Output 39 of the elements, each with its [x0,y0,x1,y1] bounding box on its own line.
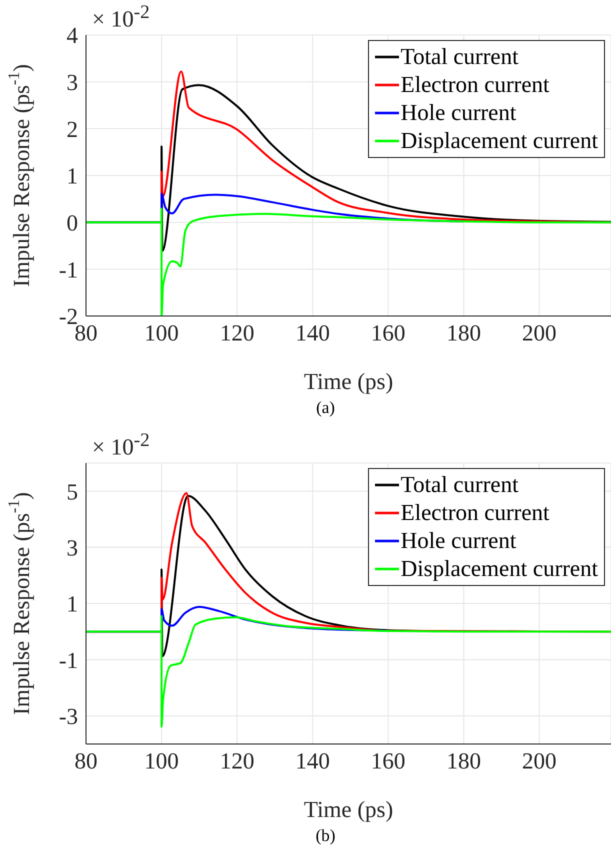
x-tick-label: 200 [522,320,556,346]
y-tick-label: -1 [58,257,78,282]
text: × 10$^{-2}$ [92,430,150,461]
text: (a) [315,398,336,418]
y-tick-label: 4 [66,23,78,48]
y-tick-label: 0 [66,210,78,236]
y-tick-label: 1 [66,164,78,189]
x-axis-title: Time (ps) [304,797,394,822]
x-tick-label: 180 [446,320,481,346]
y-tick-label: 3 [66,535,78,560]
x-tick-label: 200 [522,748,556,774]
x-tick-label: 120 [220,748,254,774]
x-tick-label: 120 [220,320,254,346]
y-tick-label: -1 [58,648,78,673]
text: × 10$^{-2}$ [92,2,150,33]
y-tick-label: 2 [66,116,78,142]
legend-label: Displacement current [400,127,598,155]
legend-label: Hole current [400,527,516,555]
legend-label: Total current [400,471,518,499]
y-tick-label: 5 [66,479,78,504]
y-tick-label: -3 [58,704,78,730]
y-tick-label: 1 [66,592,78,617]
x-tick-label: 80 [74,748,98,774]
legend-label: Hole current [400,99,516,127]
x-tick-label: 140 [295,748,330,774]
x-tick-label: 180 [446,748,481,774]
x-tick-label: 100 [144,320,179,346]
x-tick-label: 160 [370,748,406,774]
line-series [86,615,611,728]
legend-label: Displacement current [400,555,598,583]
x-tick-label: 140 [295,320,330,346]
x-tick-label: 160 [370,320,406,346]
legend-label: Total current [400,43,518,71]
x-axis-title: Time (ps) [304,369,394,394]
legend-label: Electron current [400,499,550,527]
text: (b) [314,826,336,846]
y-tick-label: 3 [66,70,78,95]
legend-label: Electron current [400,71,550,99]
x-tick-label: 100 [144,748,179,774]
